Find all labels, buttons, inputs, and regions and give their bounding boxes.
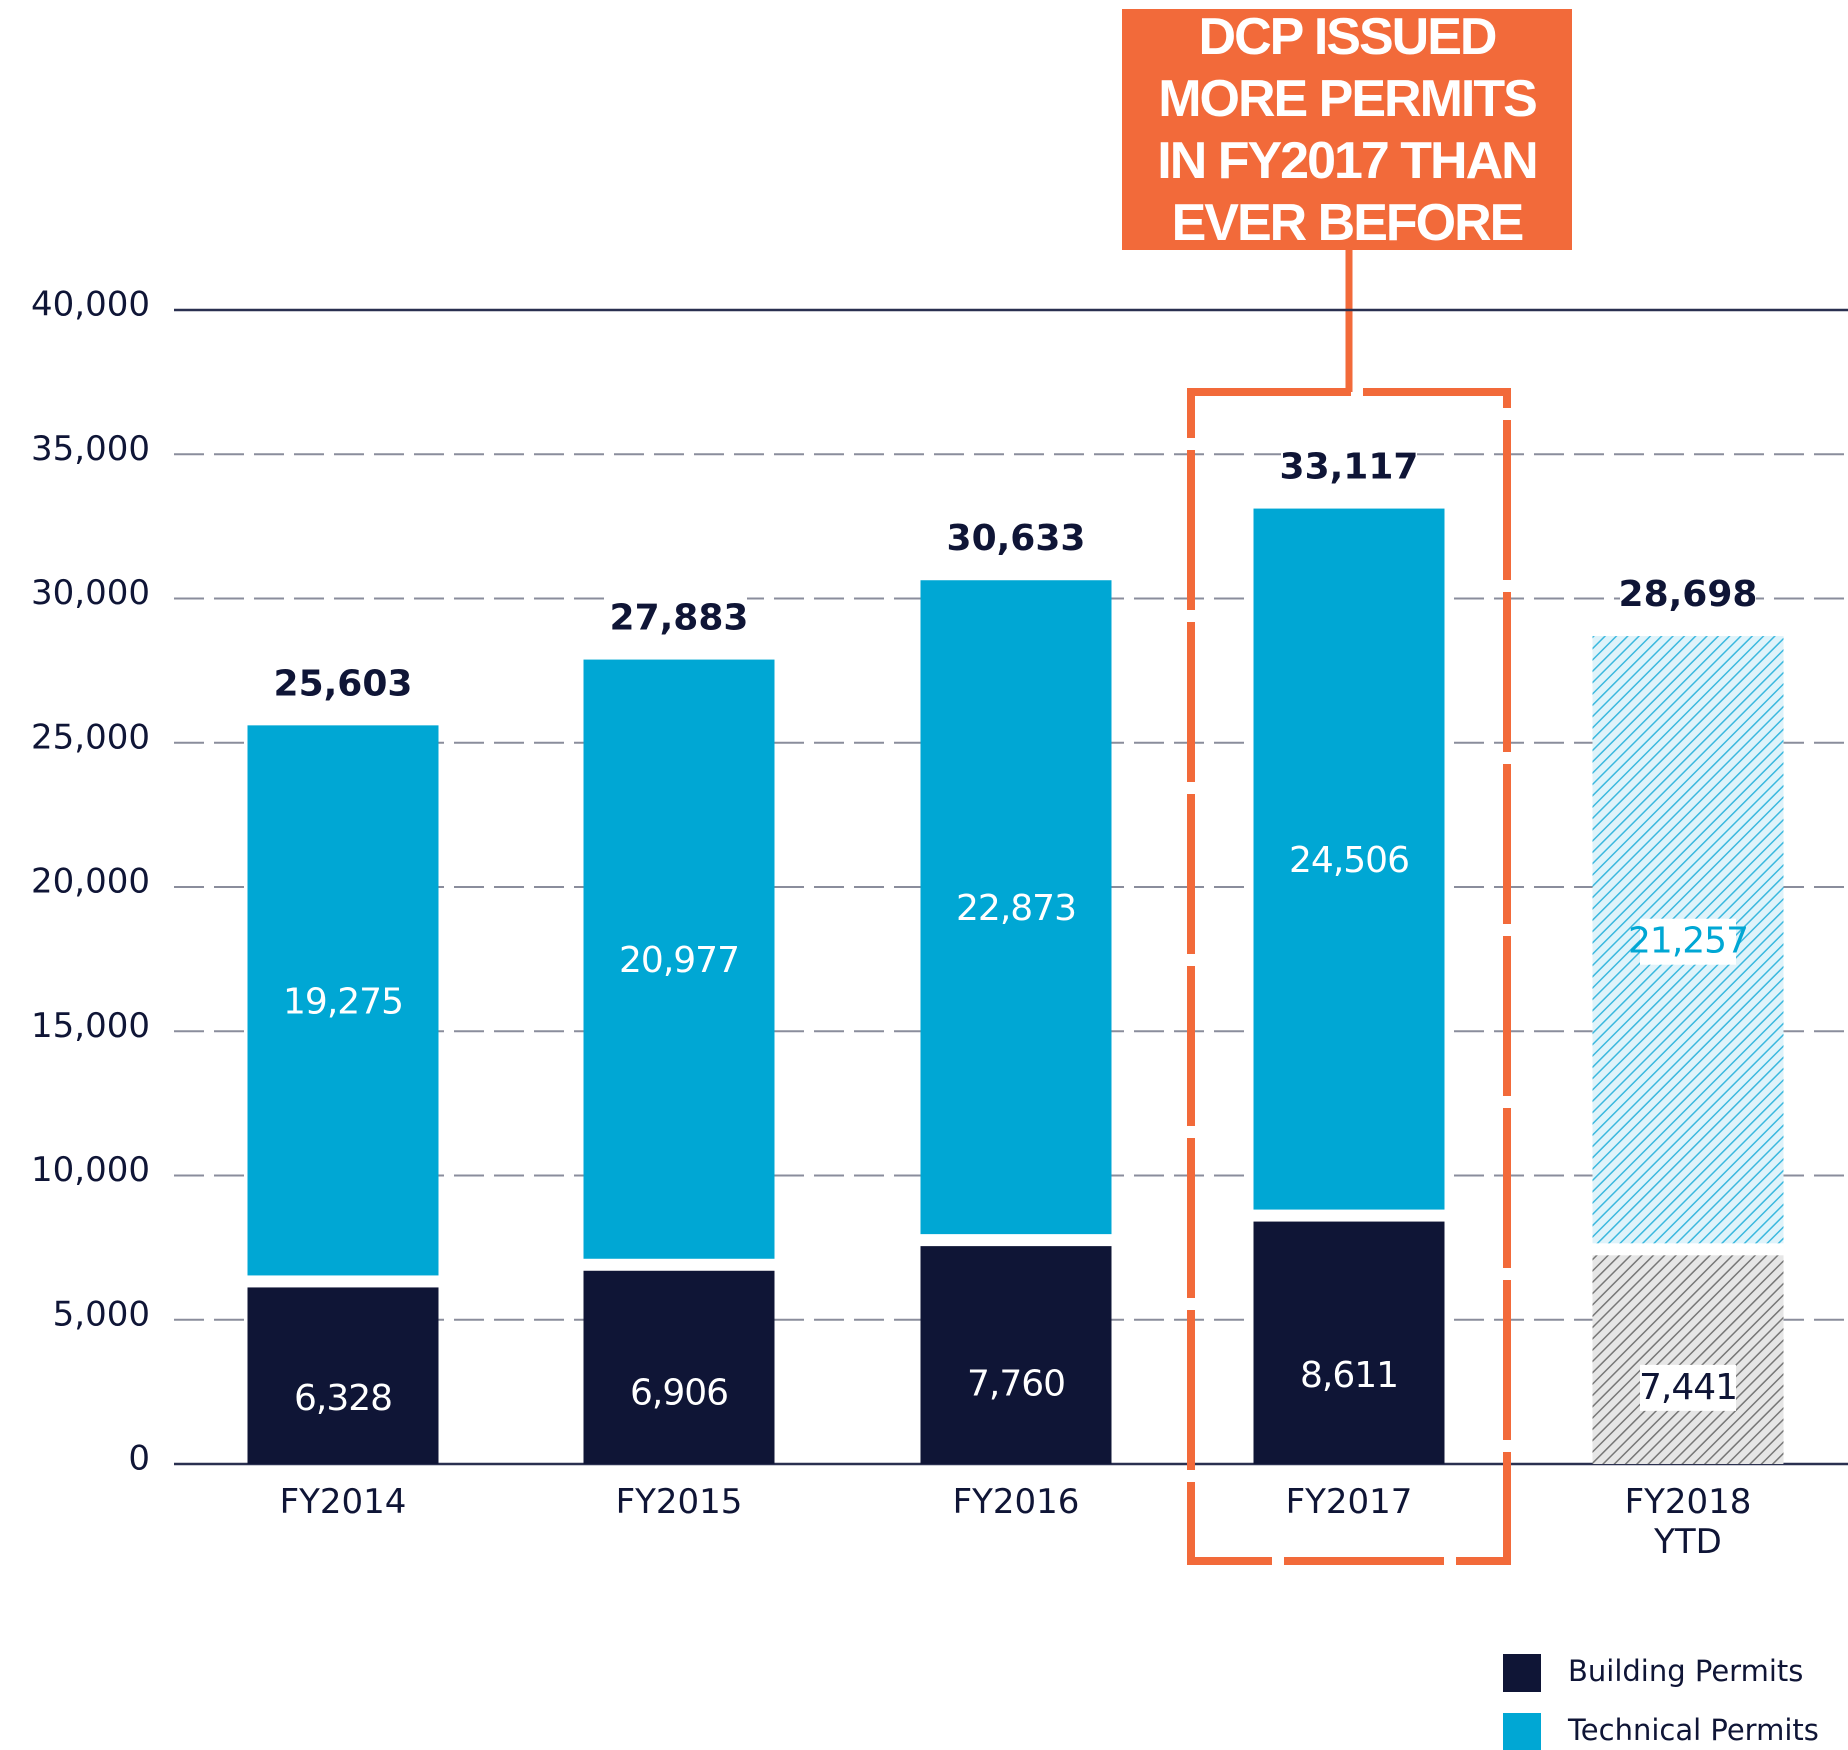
- bar-segment: [920, 580, 1112, 1235]
- highlight-frame: [1187, 388, 1511, 1565]
- bar-segment: [1253, 1221, 1445, 1464]
- total-label: 28,698: [1619, 574, 1758, 615]
- bar-segment: [247, 1287, 439, 1464]
- value-label: 20,977: [619, 940, 739, 981]
- legend-swatch: [1503, 1654, 1541, 1692]
- total-label: 27,883: [610, 598, 749, 639]
- value-label: 22,873: [956, 888, 1076, 929]
- legend-label: Building Permits: [1568, 1654, 1803, 1688]
- legend-swatch: [1503, 1713, 1541, 1750]
- bar-segment: [247, 725, 439, 1276]
- x-tick-label: FY2016: [952, 1482, 1080, 1522]
- bar-segment: [583, 1270, 775, 1464]
- value-label: 24,506: [1289, 840, 1409, 881]
- y-tick-label: 35,000: [31, 429, 150, 469]
- label-backing: [1640, 1364, 1736, 1411]
- value-label: 6,328: [294, 1378, 392, 1419]
- bar-segment: [1592, 1255, 1784, 1464]
- label-backing: [1640, 918, 1736, 965]
- y-tick-label: 40,000: [31, 285, 150, 325]
- label-backing: [275, 661, 411, 710]
- y-tick-label: 30,000: [31, 573, 150, 613]
- label-backing: [611, 595, 747, 644]
- bar-segment: [920, 1246, 1112, 1464]
- x-tick-label: FY2014: [279, 1482, 407, 1522]
- y-tick-label: 10,000: [31, 1150, 150, 1190]
- y-tick-label: 5,000: [53, 1294, 150, 1334]
- legend-label: Technical Permits: [1567, 1713, 1819, 1747]
- label-backing: [1620, 572, 1756, 621]
- y-tick-label: 15,000: [31, 1006, 150, 1046]
- value-label: 21,257: [1628, 921, 1748, 962]
- bar-segment: [1253, 508, 1445, 1210]
- value-label: 7,760: [967, 1364, 1065, 1405]
- x-tick-label: FY2017: [1285, 1482, 1413, 1522]
- total-label: 25,603: [274, 663, 413, 704]
- y-tick-label: 0: [128, 1439, 150, 1479]
- total-label: 33,117: [1280, 447, 1419, 488]
- y-tick-label: 20,000: [31, 862, 150, 902]
- label-backing: [948, 516, 1084, 565]
- y-tick-label: 25,000: [31, 717, 150, 757]
- value-label: 7,441: [1639, 1367, 1737, 1408]
- total-label: 30,633: [947, 518, 1086, 559]
- x-tick-label: FY2018 YTD: [1624, 1482, 1752, 1562]
- bar-segment: [583, 659, 775, 1259]
- value-label: 19,275: [283, 981, 403, 1022]
- annotation: DCP ISSUED MORE PERMITS IN FY2017 THAN E…: [1122, 8, 1572, 252]
- value-label: 6,906: [630, 1372, 728, 1413]
- label-backing: [1281, 444, 1417, 493]
- value-label: 8,611: [1300, 1355, 1398, 1396]
- x-tick-label: FY2015: [615, 1482, 743, 1522]
